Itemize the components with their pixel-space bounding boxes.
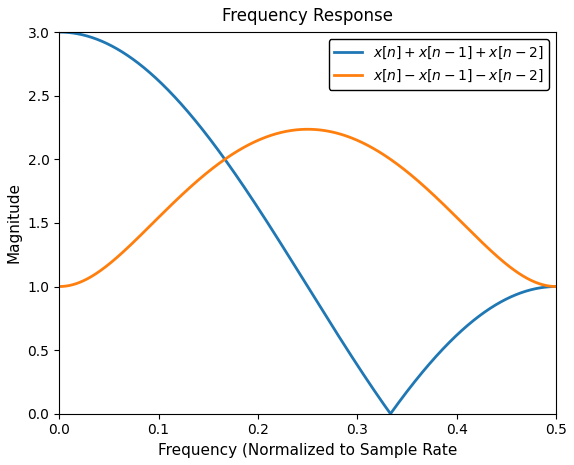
$x[n] + x[n-1] + x[n-2]$ bbox=[56, 29, 63, 35]
$x[n] + x[n-1] + x[n-2]$ bbox=[387, 411, 394, 417]
$x[n] + x[n-1] + x[n-2]$ bbox=[553, 284, 560, 289]
$x[n] - x[n-1] - x[n-2]$ bbox=[397, 164, 404, 170]
$x[n] - x[n-1] - x[n-2]$ bbox=[56, 284, 63, 289]
$x[n] + x[n-1] + x[n-2]$ bbox=[444, 342, 451, 347]
$x[n] - x[n-1] - x[n-2]$ bbox=[107, 260, 114, 266]
X-axis label: Frequency (Normalized to Sample Rate: Frequency (Normalized to Sample Rate bbox=[158, 443, 457, 458]
Line: $x[n] - x[n-1] - x[n-2]$: $x[n] - x[n-1] - x[n-2]$ bbox=[59, 129, 556, 286]
$x[n] - x[n-1] - x[n-2]$ bbox=[257, 137, 263, 142]
$x[n] + x[n-1] + x[n-2]$ bbox=[274, 236, 281, 242]
Y-axis label: Magnitude: Magnitude bbox=[7, 182, 22, 263]
$x[n] + x[n-1] + x[n-2]$ bbox=[397, 397, 404, 402]
$x[n] + x[n-1] + x[n-2]$ bbox=[107, 42, 114, 48]
Title: Frequency Response: Frequency Response bbox=[222, 7, 393, 25]
$x[n] + x[n-1] + x[n-2]$ bbox=[257, 208, 263, 214]
$x[n] - x[n-1] - x[n-2]$ bbox=[553, 284, 560, 289]
$x[n] - x[n-1] - x[n-2]$ bbox=[444, 205, 451, 211]
$x[n] + x[n-1] + x[n-2]$ bbox=[453, 333, 460, 339]
Line: $x[n] + x[n-1] + x[n-2]$: $x[n] + x[n-1] + x[n-2]$ bbox=[59, 32, 556, 414]
$x[n] - x[n-1] - x[n-2]$ bbox=[274, 131, 281, 136]
Legend: $x[n] + x[n-1] + x[n-2]$, $x[n] - x[n-1] - x[n-2]$: $x[n] + x[n-1] + x[n-2]$, $x[n] - x[n-1]… bbox=[329, 39, 549, 90]
$x[n] - x[n-1] - x[n-2]$ bbox=[453, 214, 460, 219]
$x[n] - x[n-1] - x[n-2]$ bbox=[304, 126, 311, 132]
